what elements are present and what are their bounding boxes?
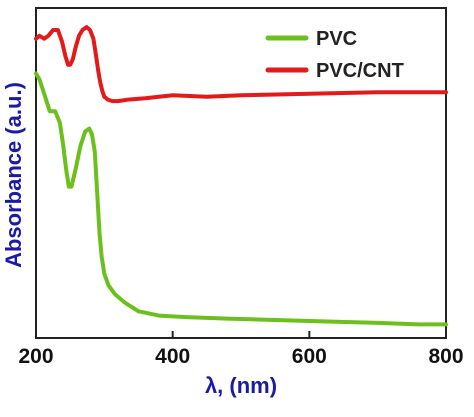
x-axis-tick-labels: 200 400 600 800	[18, 345, 463, 368]
y-axis-label: Absorbance (a.u.)	[1, 82, 26, 268]
legend: PVC PVC/CNT	[265, 28, 404, 82]
x-tick-label: 200	[18, 345, 53, 368]
legend-label: PVC	[316, 28, 357, 50]
series-line-pvc-cnt	[34, 25, 448, 104]
x-tick-label: 600	[292, 345, 327, 368]
x-tick-label: 400	[155, 345, 190, 368]
plot-frame	[35, 7, 447, 339]
legend-label: PVC/CNT	[316, 60, 404, 82]
x-axis-ticks	[35, 331, 447, 338]
x-axis-label: λ, (nm)	[205, 373, 277, 398]
series-line-pvc	[34, 71, 448, 327]
series-layer	[34, 25, 448, 327]
x-tick-label: 800	[428, 345, 463, 368]
